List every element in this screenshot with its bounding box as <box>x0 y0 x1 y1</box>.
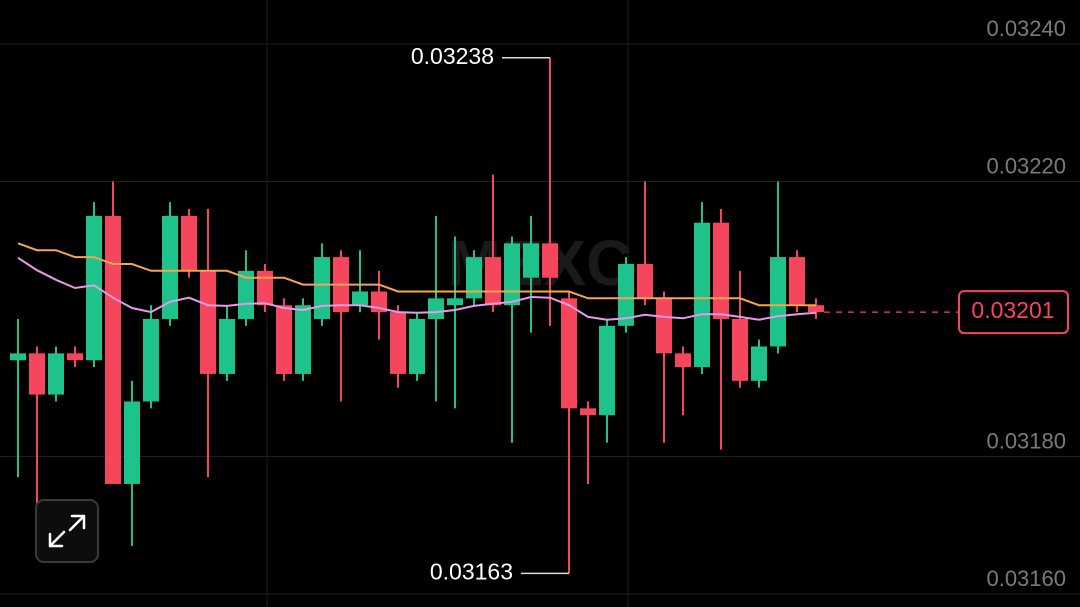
y-tick-label: 0.03240 <box>986 16 1066 41</box>
annotation-label: 0.03163 <box>430 558 513 584</box>
candle-body <box>561 298 577 409</box>
candle-body <box>257 270 273 306</box>
candle-body <box>428 298 444 319</box>
candle-body <box>808 305 824 313</box>
candle-body <box>618 263 634 326</box>
candle-body <box>181 215 197 271</box>
candle-body <box>504 243 520 306</box>
candle-body <box>86 215 102 361</box>
candle-body <box>523 243 539 278</box>
candle-body <box>219 318 235 374</box>
candle-body <box>314 257 330 319</box>
candle-body <box>10 353 26 361</box>
candle-body <box>637 263 653 299</box>
candle-body <box>390 312 406 374</box>
candle-body <box>770 257 786 347</box>
y-tick-label: 0.03180 <box>986 428 1066 453</box>
candle-body <box>162 215 178 319</box>
expand-button-frame[interactable] <box>35 499 99 563</box>
candle-body <box>352 291 368 306</box>
candle-body <box>485 257 501 306</box>
candle-body <box>238 270 254 319</box>
candle-body <box>29 353 45 395</box>
expand-icon[interactable] <box>48 514 86 548</box>
candle-body <box>124 401 140 484</box>
annotation-label: 0.03238 <box>411 43 494 69</box>
candle-body <box>105 215 121 484</box>
current-price-label: 0.03201 <box>971 297 1054 323</box>
candle-body <box>732 318 748 381</box>
candle-body <box>67 353 83 361</box>
ma-line <box>17 242 816 307</box>
candle-body <box>656 298 672 354</box>
y-tick-label: 0.03160 <box>986 566 1066 591</box>
candle-body <box>789 257 805 306</box>
candle-body <box>580 408 596 416</box>
candle-body <box>751 346 767 381</box>
candle-body <box>694 222 710 368</box>
candle-body <box>409 318 425 374</box>
candle-body <box>542 243 558 278</box>
ma-line <box>17 256 817 321</box>
plot-area: 0.03240 0.03220 0.03180 0.03160 0.03238 0.031… <box>0 16 1080 595</box>
candle-body <box>675 353 691 368</box>
candle-body <box>713 222 729 319</box>
candle-body <box>48 353 64 395</box>
candle-body <box>276 305 292 374</box>
candle-body <box>200 270 216 374</box>
candle-body <box>466 257 482 299</box>
current-price-box <box>958 290 1069 335</box>
y-tick-label: 0.03220 <box>986 153 1066 178</box>
candle-body <box>447 298 463 306</box>
candle-body <box>143 318 159 402</box>
expand-button[interactable] <box>35 499 99 563</box>
candle-body <box>295 305 311 374</box>
candle-body <box>599 325 615 416</box>
